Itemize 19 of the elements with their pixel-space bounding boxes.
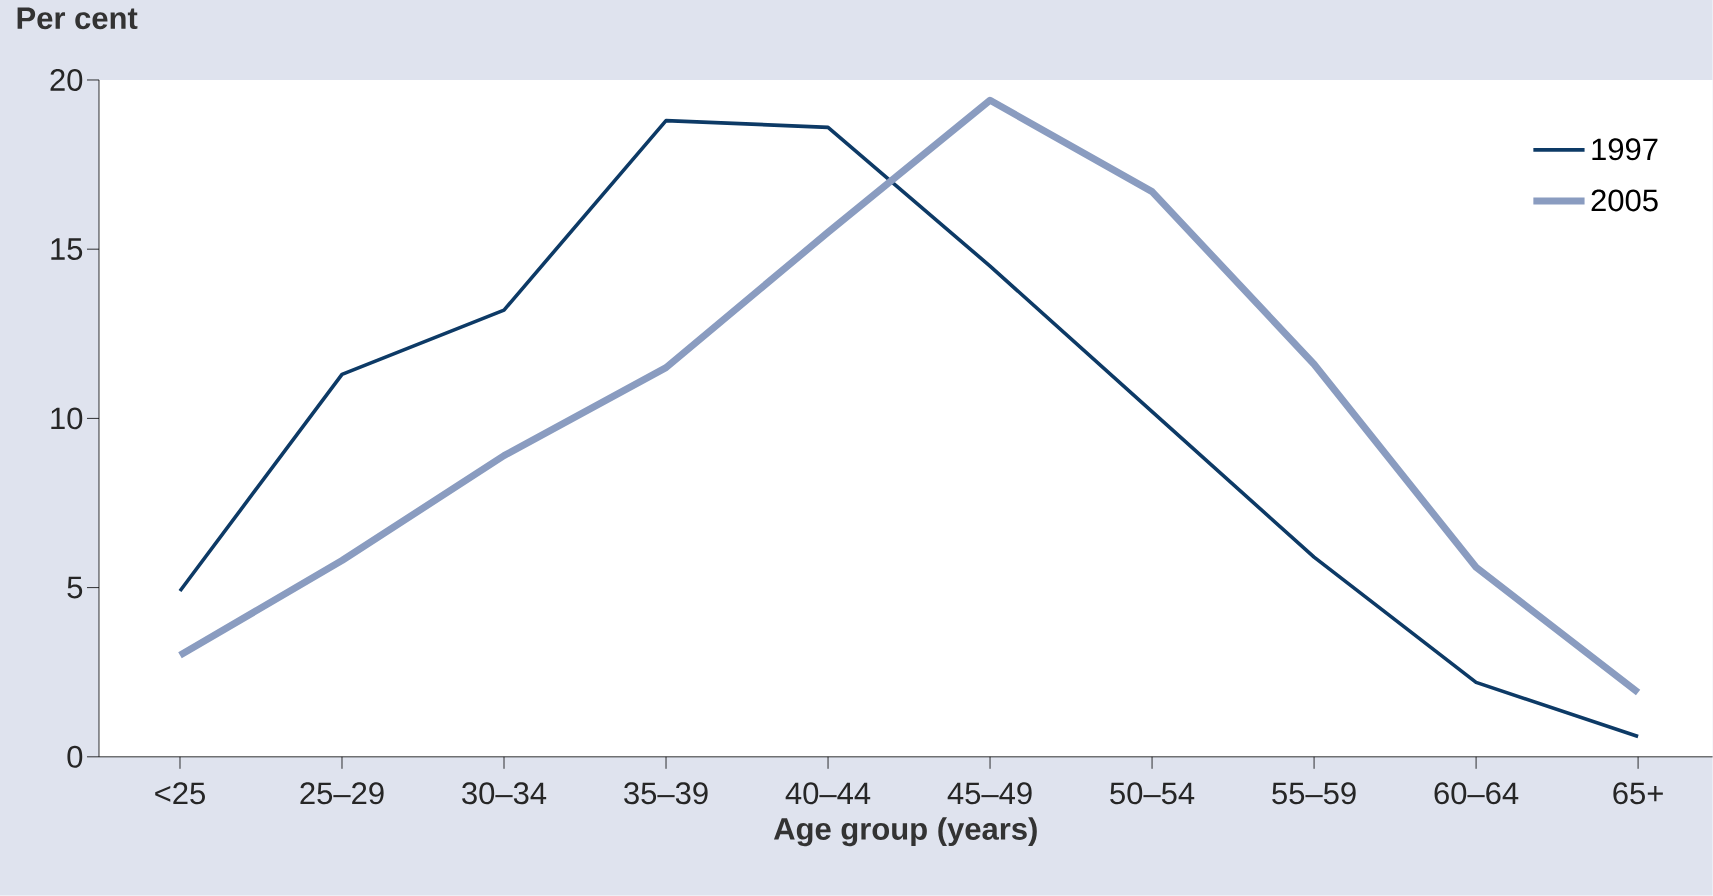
x-tick-label: 30–34 xyxy=(462,782,547,805)
x-tick-label: <25 xyxy=(155,782,205,805)
y-tick-label: 10 xyxy=(51,407,83,430)
x-tick-label: 40–44 xyxy=(785,782,871,805)
x-axis-title: Age group (years) xyxy=(773,817,1037,847)
y-tick-label: 20 xyxy=(50,69,83,92)
x-tick-label: 45–49 xyxy=(947,782,1032,805)
legend-label: 1997 xyxy=(1592,138,1658,161)
y-tick-label: 15 xyxy=(51,238,83,261)
x-tick-label: 60–64 xyxy=(1434,782,1519,805)
y-tick-label: 0 xyxy=(67,745,83,768)
legend-label: 2005 xyxy=(1591,189,1658,212)
x-tick-label: 50–54 xyxy=(1110,782,1195,805)
y-axis-title: Per cent xyxy=(17,7,138,30)
x-tick-label: 65+ xyxy=(1613,782,1663,805)
x-tick-label: 35–39 xyxy=(624,782,708,805)
x-tick-label: 25–29 xyxy=(300,782,384,805)
x-tick-label: 55–59 xyxy=(1272,782,1356,805)
y-tick-label: 5 xyxy=(67,576,83,599)
